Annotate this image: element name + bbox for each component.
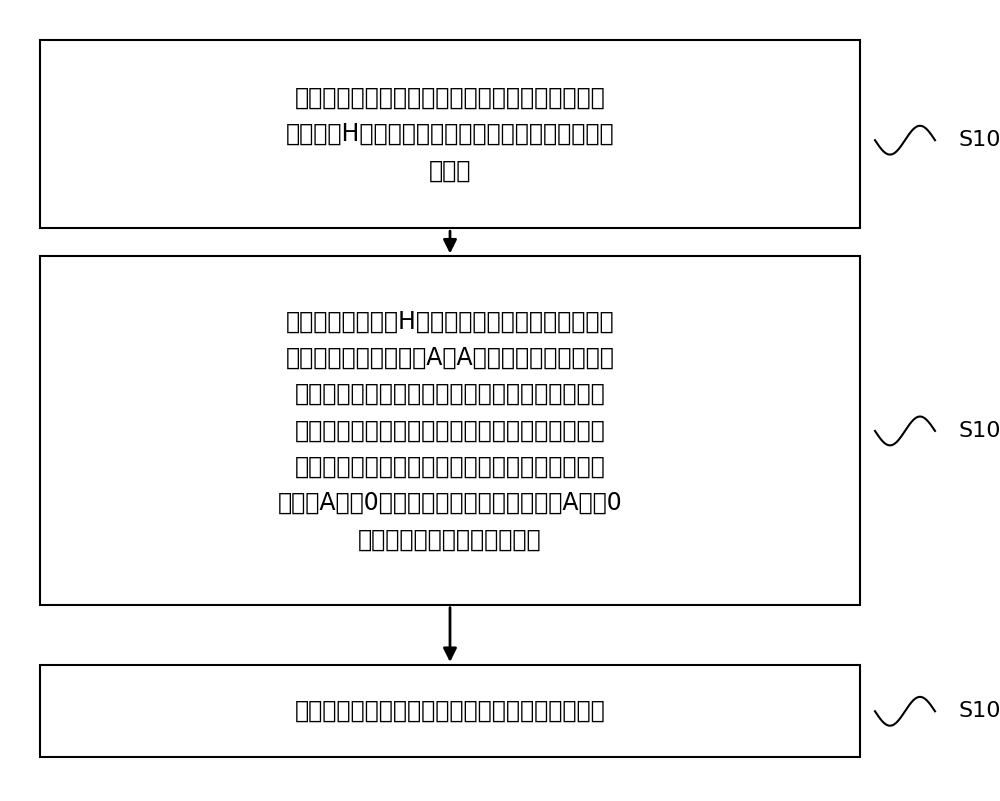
Text: S103: S103 [958, 702, 1000, 721]
Text: S102: S102 [958, 421, 1000, 441]
FancyBboxPatch shape [40, 40, 860, 228]
FancyBboxPatch shape [40, 256, 860, 605]
FancyBboxPatch shape [40, 665, 860, 757]
Text: S101: S101 [958, 131, 1000, 150]
Text: 根据所述送风高度H以及所述预定运行模式，确定送
风倾角为第一送风倾角A，A的绝对值与所述送风高
度成正比例，其中，所述送风高度为所述空调的出
风口的下边缘与地面: 根据所述送风高度H以及所述预定运行模式，确定送 风倾角为第一送风倾角A，A的绝对… [278, 309, 622, 552]
Text: 在检测到空调的预定运行模式启动的情况下，获取
送风高度H，所述预定运行模式为制冷模式或者制热
模式；: 在检测到空调的预定运行模式启动的情况下，获取 送风高度H，所述预定运行模式为制冷… [286, 86, 614, 183]
Text: 控制所述空调的出风口以所述第一送风倾角送风。: 控制所述空调的出风口以所述第一送风倾角送风。 [295, 699, 605, 723]
